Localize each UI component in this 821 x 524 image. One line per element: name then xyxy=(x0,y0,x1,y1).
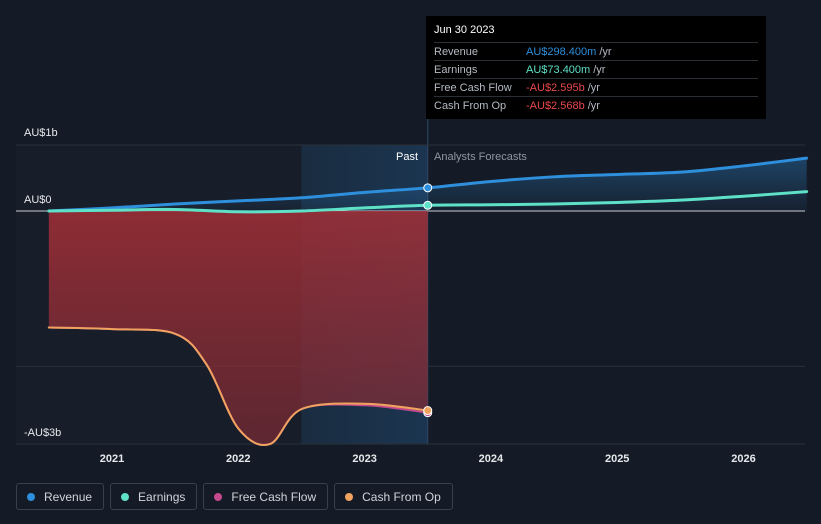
tooltip-unit: /yr xyxy=(587,81,600,94)
earnings-dot-icon xyxy=(121,492,130,501)
legend-item-earnings[interactable]: Earnings xyxy=(110,483,198,510)
y-label-top: AU$1b xyxy=(24,127,58,139)
tooltip-value: -AU$2.568b xyxy=(526,99,585,112)
tooltip-row-earnings: Earnings AU$73.400m /yr xyxy=(434,60,758,78)
y-label-zero: AU$0 xyxy=(24,194,52,206)
tooltip-label: Revenue xyxy=(434,45,479,58)
tooltip-row-revenue: Revenue AU$298.400m /yr xyxy=(434,42,758,60)
cash-from-op-line xyxy=(47,326,429,446)
x-tick-label: 2021 xyxy=(100,453,124,465)
cash-from-op-marker xyxy=(423,406,433,416)
tooltip-row-cash-from-op: Cash From Op -AU$2.568b /yr xyxy=(434,96,758,114)
tooltip-unit: /yr xyxy=(587,99,600,112)
legend-item-revenue[interactable]: Revenue xyxy=(16,483,105,510)
tooltip-unit: /yr xyxy=(593,63,606,76)
cash-from-op-dot-icon xyxy=(345,492,354,501)
tooltip-date: Jun 30 2023 xyxy=(434,24,495,36)
tooltip-value: AU$298.400m xyxy=(526,45,597,58)
free-cash-flow-dot-icon xyxy=(214,492,223,501)
x-tick-label: 2022 xyxy=(226,453,250,465)
chart: AU$1b AU$0 -AU$3b Past Analysts Forecast… xyxy=(16,16,809,465)
tooltip-label: Earnings xyxy=(434,63,478,76)
tooltip-label: Cash From Op xyxy=(434,99,507,112)
tooltip-unit: /yr xyxy=(599,45,612,58)
tooltip: Jun 30 2023 Revenue AU$298.400m /yr Earn… xyxy=(426,16,766,119)
legend: Revenue Earnings Free Cash Flow Cash Fro… xyxy=(16,483,453,510)
x-tick-label: 2024 xyxy=(479,453,504,465)
legend-label: Cash From Op xyxy=(362,489,441,504)
x-tick-label: 2025 xyxy=(605,453,629,465)
tooltip-value: -AU$2.595b xyxy=(526,81,585,94)
past-label: Past xyxy=(396,151,418,163)
legend-label: Revenue xyxy=(44,489,93,504)
revenue-dot-icon xyxy=(27,492,35,501)
earnings-marker xyxy=(423,200,433,210)
y-label-bottom: -AU$3b xyxy=(24,427,61,439)
tooltip-row-free-cash-flow: Free Cash Flow -AU$2.595b /yr xyxy=(434,78,758,96)
legend-label: Free Cash Flow xyxy=(231,489,317,504)
cash-area xyxy=(48,211,428,446)
x-tick-label: 2023 xyxy=(352,453,376,465)
revenue-area xyxy=(48,158,807,211)
forecast-label: Analysts Forecasts xyxy=(434,151,527,163)
revenue-marker xyxy=(423,183,433,193)
legend-item-cash-from-op[interactable]: Cash From Op xyxy=(334,483,453,510)
tooltip-label: Free Cash Flow xyxy=(434,81,512,94)
legend-item-free-cash-flow[interactable]: Free Cash Flow xyxy=(203,483,329,510)
legend-label: Earnings xyxy=(138,489,186,504)
tooltip-value: AU$73.400m xyxy=(526,63,591,76)
x-tick-label: 2026 xyxy=(731,453,755,465)
